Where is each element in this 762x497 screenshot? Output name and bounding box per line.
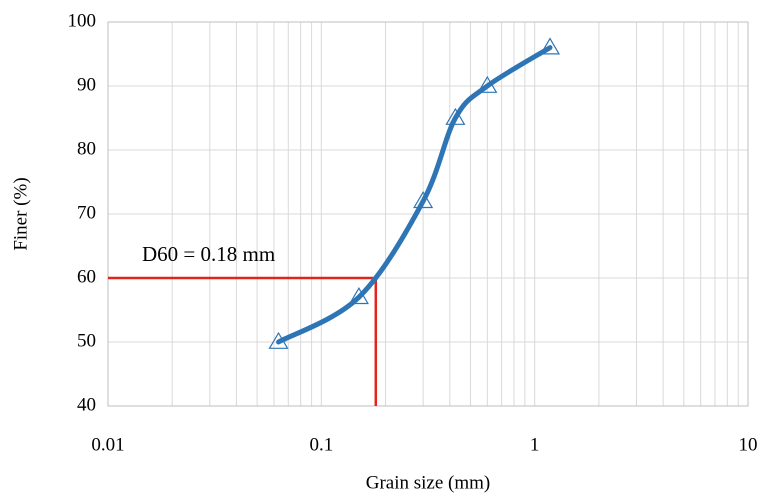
x-tick-label: 1 (530, 434, 540, 455)
x-tick-label: 10 (739, 434, 758, 455)
y-tick-label: 60 (77, 266, 96, 287)
x-axis-title: Grain size (mm) (366, 472, 491, 493)
data-point (477, 75, 498, 93)
y-axis-title: Finer (%) (10, 177, 31, 250)
data-line (276, 45, 553, 345)
data-point (348, 287, 369, 305)
y-tick-label: 50 (77, 330, 96, 351)
data-point (268, 331, 289, 349)
y-tick-label: 100 (68, 10, 97, 31)
y-tick-label: 70 (77, 202, 96, 223)
data-point (445, 107, 466, 125)
reference-label: D60 = 0.18 mm (142, 242, 275, 266)
data-point (413, 191, 434, 209)
y-tick-label: 40 (77, 394, 96, 415)
y-tick-label: 80 (77, 138, 96, 159)
x-tick-label: 0.01 (91, 434, 124, 455)
y-tick-label: 90 (77, 74, 96, 95)
plot-frame (107, 21, 749, 407)
x-tick-label: 0.1 (309, 434, 333, 455)
data-point (539, 37, 561, 55)
